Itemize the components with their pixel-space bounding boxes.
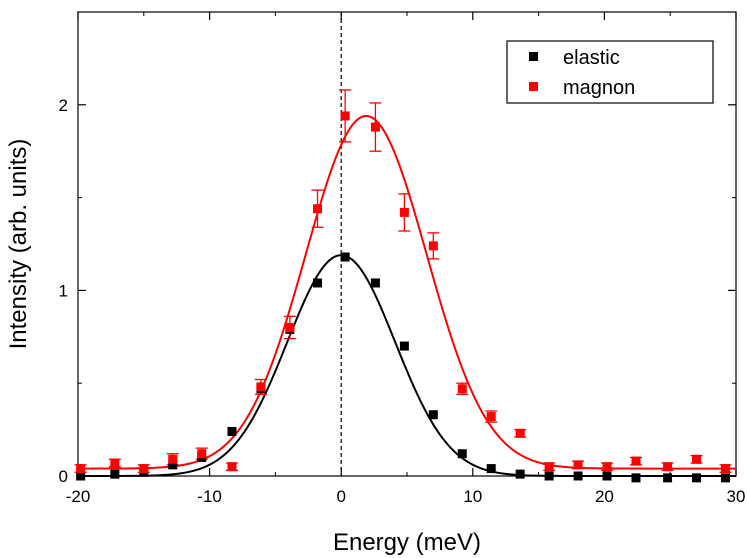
- x-axis-title: Energy (meV): [333, 529, 481, 556]
- data-point-elastic: [457, 449, 467, 459]
- data-point-elastic: [168, 460, 178, 470]
- fit-curves: [78, 114, 736, 477]
- data-point-magnon: [573, 460, 583, 470]
- data-point-elastic: [227, 426, 237, 436]
- fit-curve-elastic: [78, 254, 736, 477]
- x-tick-label: -20: [66, 487, 91, 506]
- x-tick-label: 10: [463, 487, 482, 506]
- data-point-magnon: [110, 458, 120, 468]
- legend-label-magnon: magnon: [563, 77, 635, 99]
- legend-marker-elastic: [529, 52, 538, 61]
- data-point-elastic: [692, 473, 702, 483]
- y-tick-label: 0: [59, 467, 68, 486]
- data-point-magnon: [256, 382, 266, 392]
- data-point-magnon: [399, 207, 409, 217]
- data-point-elastic: [602, 471, 612, 481]
- data-point-magnon: [285, 323, 295, 333]
- data-point-elastic: [486, 464, 496, 474]
- data-point-magnon: [720, 464, 730, 474]
- data-point-elastic: [110, 469, 120, 479]
- data-point-elastic: [399, 341, 409, 351]
- data-point-magnon: [515, 428, 525, 438]
- legend-marker-magnon: [529, 82, 538, 91]
- x-tick-label: 0: [336, 487, 345, 506]
- data-point-magnon: [457, 384, 467, 394]
- data-point-magnon: [428, 241, 438, 251]
- data-point-magnon: [692, 454, 702, 464]
- data-point-magnon: [313, 204, 323, 214]
- fit-curve-magnon: [78, 114, 736, 470]
- data-point-elastic: [428, 410, 438, 420]
- error-bars: [74, 89, 732, 473]
- data-point-magnon: [340, 111, 350, 121]
- y-tick-label: 1: [59, 281, 68, 300]
- x-tick-label: 30: [727, 487, 746, 506]
- data-point-magnon: [76, 464, 86, 474]
- y-axis-title: Intensity (arb. units): [5, 139, 32, 350]
- data-point-magnon: [139, 464, 149, 474]
- data-point-elastic: [544, 471, 554, 481]
- x-tick-label: 20: [595, 487, 614, 506]
- data-points: [76, 111, 730, 483]
- legend-box: [506, 40, 714, 104]
- data-point-magnon: [168, 454, 178, 464]
- data-point-magnon: [544, 462, 554, 472]
- data-point-magnon: [631, 456, 641, 466]
- data-point-magnon: [370, 122, 380, 132]
- legend-label-elastic: elastic: [563, 47, 620, 69]
- data-point-magnon: [663, 462, 673, 472]
- data-point-elastic: [515, 469, 525, 479]
- data-point-magnon: [602, 462, 612, 472]
- data-point-elastic: [76, 471, 86, 481]
- data-point-elastic: [313, 278, 323, 288]
- x-tick-label: -10: [197, 487, 222, 506]
- data-point-magnon: [227, 462, 237, 472]
- data-point-elastic: [720, 473, 730, 483]
- legend: elastic magnon: [506, 40, 714, 104]
- y-tick-label: 2: [59, 96, 68, 115]
- data-point-elastic: [631, 473, 641, 483]
- data-point-elastic: [573, 471, 583, 481]
- data-point-elastic: [370, 278, 380, 288]
- data-point-magnon: [197, 449, 207, 459]
- data-point-magnon: [486, 412, 496, 422]
- data-point-elastic: [663, 473, 673, 483]
- data-point-elastic: [340, 252, 350, 262]
